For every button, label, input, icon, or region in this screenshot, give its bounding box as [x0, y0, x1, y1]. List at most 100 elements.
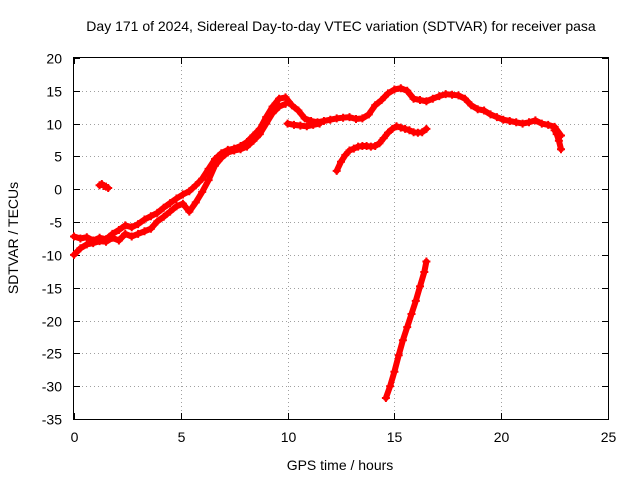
data-point — [89, 239, 98, 248]
y-tick-label: -35 — [42, 412, 62, 428]
data-point — [198, 174, 207, 183]
data-point — [70, 232, 78, 241]
data-point — [384, 89, 392, 98]
series-trace — [551, 127, 564, 153]
data-point — [396, 123, 405, 132]
data-point — [422, 124, 431, 133]
data-point — [422, 257, 431, 266]
data-point — [319, 117, 328, 125]
data-point — [262, 119, 271, 128]
data-point — [467, 101, 476, 110]
series-main-trace-lower — [70, 99, 290, 259]
data-point — [418, 128, 427, 137]
data-point — [146, 224, 155, 233]
data-point — [300, 114, 309, 123]
data-point — [140, 215, 149, 224]
y-tick-label: -30 — [42, 379, 62, 395]
data-point — [159, 212, 168, 221]
data-point — [428, 94, 437, 103]
data-point — [552, 130, 561, 139]
data-point — [178, 199, 187, 208]
data-point — [537, 119, 546, 128]
data-point — [172, 202, 181, 211]
series-steep-arc — [381, 257, 431, 402]
data-point — [349, 144, 358, 153]
data-point — [525, 118, 533, 127]
data-point — [268, 109, 277, 118]
data-point — [127, 232, 136, 241]
data-point — [146, 212, 155, 221]
data-point — [557, 145, 565, 154]
data-point — [480, 106, 489, 115]
y-tick-label: -10 — [42, 248, 62, 264]
y-tick-label: 10 — [46, 117, 62, 133]
y-tick-label: 5 — [54, 149, 62, 165]
data-point — [172, 194, 181, 203]
data-point — [473, 105, 482, 114]
series-tail-arc — [550, 126, 565, 154]
data-point — [499, 115, 508, 124]
data-point — [416, 96, 424, 104]
data-point — [518, 119, 527, 128]
plot-frame — [73, 57, 609, 420]
data-point — [114, 226, 123, 234]
data-point — [275, 102, 284, 111]
y-tick-label: -25 — [42, 346, 62, 362]
data-point — [411, 296, 420, 305]
data-point — [341, 151, 350, 160]
x-tick-label: 25 — [601, 429, 617, 445]
data-point — [309, 120, 318, 129]
data-point — [76, 234, 85, 243]
data-point — [243, 142, 251, 151]
chart-title: Day 171 of 2024, Sidereal Day-to-day VTE… — [86, 18, 596, 34]
y-axis-label: SDTVAR / TECUs — [5, 182, 21, 294]
data-point — [185, 187, 194, 196]
data-point — [531, 116, 540, 125]
data-point — [384, 128, 392, 137]
data-point — [398, 336, 407, 345]
data-point — [121, 229, 130, 238]
data-point — [134, 220, 143, 229]
data-point — [283, 119, 292, 128]
data-point — [390, 85, 399, 94]
data-point — [390, 367, 399, 376]
y-tick-label: -15 — [42, 281, 62, 297]
data-point — [191, 198, 200, 207]
data-point — [287, 101, 296, 110]
data-point — [281, 99, 290, 108]
data-point — [230, 146, 239, 155]
data-point — [198, 187, 207, 196]
data-point — [405, 126, 414, 135]
data-point — [326, 115, 335, 124]
data-point — [371, 101, 380, 110]
data-point — [249, 136, 258, 145]
data-point — [403, 86, 412, 95]
data-point — [108, 233, 117, 242]
data-point — [554, 136, 563, 145]
x-tick-label: 0 — [71, 429, 79, 445]
data-point — [127, 223, 136, 232]
y-tick-label: 0 — [54, 182, 62, 198]
data-point — [178, 190, 187, 199]
data-point — [407, 310, 416, 318]
data-point — [375, 139, 384, 148]
data-point — [332, 166, 341, 175]
data-point — [364, 110, 373, 119]
data-point — [153, 217, 162, 226]
data-point — [185, 207, 194, 216]
data-point — [102, 237, 110, 246]
series-trace — [382, 258, 430, 401]
data-point — [82, 240, 91, 249]
axis-ticks: 0 5 10 15 20 25 -35 -30 -25 -20 -15 -10 -5 0 5 10 15 20 — [42, 51, 617, 446]
data-point — [544, 120, 553, 129]
y-tick-label: 20 — [46, 51, 62, 67]
data-point — [345, 146, 354, 155]
data-point — [302, 122, 311, 131]
data-point — [409, 94, 418, 103]
data-point — [337, 157, 345, 166]
data-point — [435, 92, 444, 101]
x-tick-label: 5 — [178, 429, 186, 445]
y-tick-label: -20 — [42, 314, 62, 330]
data-point — [379, 134, 388, 143]
x-tick-label: 20 — [494, 429, 510, 445]
